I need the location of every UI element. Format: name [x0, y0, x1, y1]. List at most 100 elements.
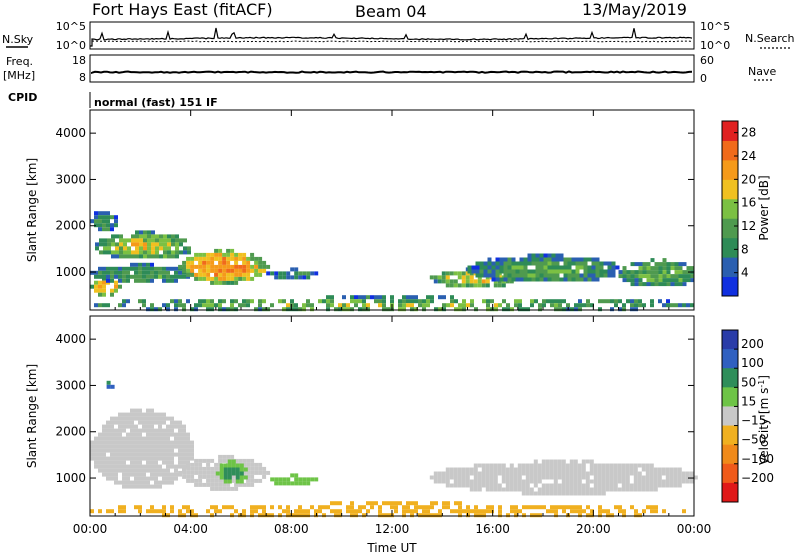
heatmap-cell	[118, 270, 122, 275]
freq-left-tick-bottom: 8	[79, 71, 86, 84]
heatmap-cell	[426, 509, 430, 514]
heatmap-cell	[246, 466, 251, 471]
heatmap-cell	[182, 260, 187, 265]
heatmap-cell	[122, 444, 126, 449]
heatmap-cell	[558, 505, 562, 510]
heatmap-cell	[558, 307, 562, 312]
heatmap-cell	[553, 487, 558, 492]
heatmap-cell	[187, 246, 191, 251]
heatmap-cell	[551, 269, 556, 274]
x-tick-label: 00:00	[73, 522, 108, 536]
heatmap-cell	[106, 472, 110, 477]
heatmap-cell	[490, 505, 494, 510]
heatmap-cell	[479, 269, 484, 274]
heatmap-cell	[246, 458, 251, 463]
heatmap-cell	[162, 432, 166, 437]
nsky-series-line	[90, 27, 693, 47]
heatmap-cell	[527, 277, 532, 282]
heatmap-cell	[539, 273, 544, 278]
heatmap-cell	[678, 282, 683, 287]
heatmap-cell	[562, 307, 566, 312]
heatmap-cell	[686, 303, 690, 308]
heatmap-cell	[230, 256, 235, 261]
heatmap-cell	[555, 253, 560, 258]
heatmap-cell	[585, 479, 590, 484]
heatmap-cell	[457, 275, 462, 280]
heatmap-cell	[238, 303, 242, 308]
heatmap-cell	[473, 475, 478, 480]
heatmap-cell	[171, 242, 175, 247]
heatmap-cell	[178, 264, 183, 269]
heatmap-cell	[210, 513, 214, 518]
heatmap-cell	[437, 275, 442, 280]
heatmap-cell	[350, 505, 354, 510]
heatmap-cell	[190, 509, 194, 514]
heatmap-cell	[571, 257, 576, 262]
heatmap-cell	[147, 238, 151, 243]
heatmap-cell	[150, 420, 154, 425]
heatmap-cell	[222, 276, 227, 281]
heatmap-cell	[653, 467, 658, 472]
heatmap-cell	[579, 261, 584, 266]
heatmap-cell	[166, 440, 170, 445]
heatmap-cell	[557, 463, 562, 468]
heatmap-cell	[178, 432, 182, 437]
heatmap-cell	[665, 471, 670, 476]
heatmap-cell	[238, 252, 243, 257]
heatmap-cell	[422, 509, 426, 514]
heatmap-cell	[138, 444, 142, 449]
heatmap-cell	[98, 448, 102, 453]
heatmap-cell	[106, 456, 110, 461]
heatmap-cell	[410, 307, 414, 312]
heatmap-cell	[254, 466, 259, 471]
heatmap-cell	[158, 464, 162, 469]
heatmap-cell	[194, 466, 199, 471]
heatmap-cell	[495, 269, 500, 274]
heatmap-cell	[134, 456, 138, 461]
heatmap-cell	[445, 479, 450, 484]
heatmap-cell	[230, 307, 234, 312]
heatmap-cell	[150, 274, 154, 279]
heatmap-cell	[579, 277, 584, 282]
heatmap-cell	[186, 474, 191, 479]
heatmap-cell	[511, 265, 516, 270]
heatmap-cell	[649, 467, 654, 472]
heatmap-cell	[509, 463, 514, 468]
heatmap-cell	[166, 468, 170, 473]
heatmap-cell	[114, 440, 118, 445]
heatmap-cell	[553, 483, 558, 488]
heatmap-cell	[183, 246, 187, 251]
heatmap-cell	[630, 303, 634, 308]
heatmap-cell	[150, 456, 154, 461]
heatmap-cell	[98, 436, 102, 441]
heatmap-cell	[123, 246, 127, 251]
heatmap-cell	[682, 274, 687, 279]
heatmap-cell	[98, 227, 102, 232]
heatmap-cell	[134, 464, 138, 469]
heatmap-cell	[662, 262, 667, 267]
heatmap-cell	[673, 471, 678, 476]
heatmap-cell	[150, 472, 154, 477]
heatmap-cell	[142, 303, 146, 308]
power-colorbar-tick-label: 28	[741, 126, 756, 140]
heatmap-cell	[94, 280, 98, 285]
heatmap-cell	[214, 303, 218, 308]
heatmap-cell	[670, 266, 675, 271]
heatmap-cell	[170, 464, 174, 469]
heatmap-cell	[553, 479, 558, 484]
heatmap-cell	[186, 432, 190, 437]
heatmap-cell	[591, 277, 596, 282]
heatmap-cell	[402, 303, 406, 308]
heatmap-cell	[545, 459, 550, 464]
heatmap-cell	[150, 432, 154, 437]
heatmap-cell	[310, 303, 314, 308]
heatmap-cell	[506, 513, 510, 518]
heatmap-cell	[661, 483, 666, 488]
heatmap-cell	[454, 509, 458, 514]
heatmap-cell	[298, 275, 303, 280]
heatmap-cell	[642, 509, 646, 514]
heatmap-cell	[653, 487, 658, 492]
heatmap-cell	[162, 270, 166, 275]
heatmap-cell	[230, 513, 234, 518]
heatmap-cell	[163, 250, 167, 255]
